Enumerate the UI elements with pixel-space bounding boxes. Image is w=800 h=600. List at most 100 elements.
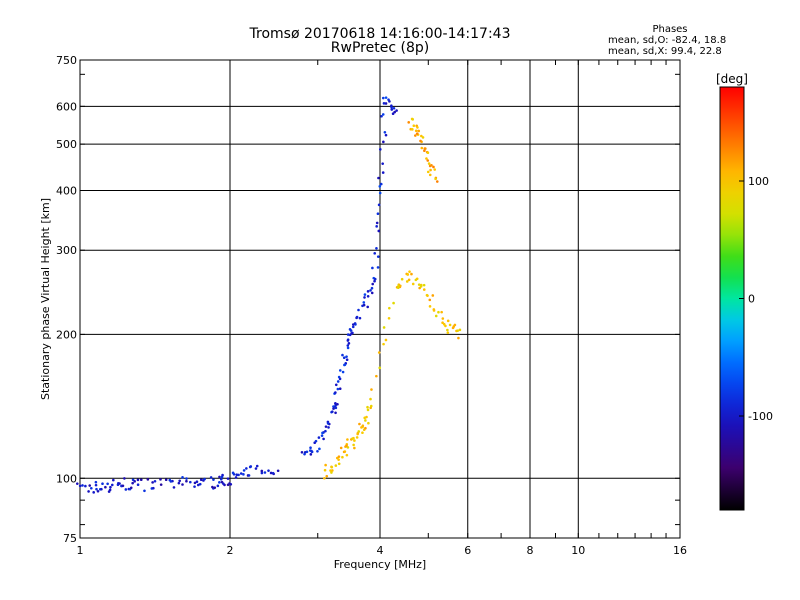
data-point bbox=[260, 471, 264, 475]
data-point bbox=[428, 164, 432, 168]
data-point bbox=[357, 308, 360, 312]
data-point bbox=[329, 469, 332, 472]
data-point bbox=[178, 479, 181, 483]
data-point bbox=[375, 246, 378, 250]
data-point bbox=[249, 465, 253, 468]
data-point bbox=[411, 128, 414, 131]
data-point bbox=[143, 489, 146, 493]
data-point bbox=[309, 446, 312, 450]
data-point bbox=[300, 450, 304, 454]
data-point bbox=[305, 450, 309, 454]
data-point bbox=[414, 134, 417, 137]
data-point bbox=[322, 437, 325, 441]
data-point bbox=[177, 481, 181, 485]
data-point bbox=[388, 100, 391, 103]
data-point bbox=[366, 290, 370, 293]
data-point bbox=[247, 474, 251, 477]
data-point bbox=[95, 487, 98, 491]
data-point bbox=[416, 126, 419, 129]
data-point bbox=[437, 310, 440, 314]
data-point bbox=[384, 133, 388, 137]
data-point bbox=[341, 353, 344, 357]
x-tick-label: 8 bbox=[527, 544, 534, 557]
phases-stats-o: mean, sd,O: -82.4, 18.8 bbox=[608, 35, 727, 46]
data-point bbox=[152, 486, 155, 490]
data-point bbox=[367, 421, 370, 425]
x-tick-label: 2 bbox=[227, 544, 234, 557]
data-point bbox=[446, 319, 450, 323]
data-point bbox=[414, 129, 418, 133]
data-point bbox=[169, 480, 173, 483]
data-point bbox=[369, 404, 373, 408]
data-point bbox=[338, 369, 342, 372]
y-tick-label: 400 bbox=[56, 184, 77, 197]
data-point bbox=[408, 270, 411, 273]
chart-title: Tromsø 20170618 14:16:00-14:17:43 bbox=[249, 26, 511, 42]
data-point bbox=[185, 477, 188, 480]
data-point bbox=[193, 485, 196, 488]
data-point bbox=[181, 483, 184, 486]
data-point bbox=[75, 482, 79, 485]
data-point bbox=[383, 131, 387, 134]
data-point bbox=[426, 159, 430, 162]
data-point bbox=[324, 463, 327, 467]
data-point bbox=[345, 355, 348, 358]
data-point bbox=[426, 170, 430, 174]
data-point bbox=[351, 325, 355, 329]
data-point bbox=[239, 472, 243, 475]
data-point bbox=[104, 485, 107, 489]
data-point bbox=[366, 295, 370, 298]
data-point bbox=[136, 483, 140, 487]
data-point bbox=[381, 162, 384, 165]
data-point bbox=[320, 434, 324, 437]
data-point bbox=[352, 443, 355, 447]
data-point bbox=[366, 405, 369, 409]
data-point bbox=[420, 146, 424, 150]
data-point bbox=[228, 482, 231, 485]
data-point bbox=[331, 410, 334, 413]
data-point bbox=[332, 407, 335, 410]
data-point bbox=[332, 405, 335, 408]
data-point bbox=[218, 481, 221, 484]
data-point bbox=[314, 439, 318, 443]
y-tick-label: 600 bbox=[56, 100, 77, 113]
data-point bbox=[110, 483, 114, 487]
data-point bbox=[345, 444, 348, 448]
data-point bbox=[231, 471, 235, 475]
data-point bbox=[196, 483, 200, 487]
data-point bbox=[377, 229, 381, 233]
data-point bbox=[325, 474, 329, 478]
data-point bbox=[428, 298, 432, 302]
data-point bbox=[382, 342, 385, 346]
data-point bbox=[375, 374, 378, 378]
data-point bbox=[363, 296, 366, 299]
data-point bbox=[448, 323, 452, 327]
data-point bbox=[451, 326, 455, 330]
data-point bbox=[376, 266, 380, 269]
data-point bbox=[446, 331, 450, 334]
data-point bbox=[378, 191, 382, 195]
data-point bbox=[337, 455, 341, 458]
data-point bbox=[381, 96, 385, 100]
colorbar-tick-label: 100 bbox=[748, 175, 769, 188]
data-point bbox=[106, 482, 109, 486]
data-point bbox=[377, 351, 381, 354]
data-point bbox=[189, 480, 192, 484]
data-point bbox=[377, 176, 380, 180]
data-point bbox=[361, 424, 365, 428]
data-point bbox=[336, 402, 339, 406]
data-point bbox=[375, 225, 378, 228]
data-point bbox=[422, 288, 426, 291]
data-point bbox=[133, 480, 136, 483]
data-point bbox=[382, 140, 385, 144]
x-tick-label: 1 bbox=[77, 544, 84, 557]
data-point bbox=[398, 284, 402, 288]
colorbar-label: [deg] bbox=[716, 72, 748, 86]
data-point bbox=[216, 484, 220, 488]
data-point bbox=[393, 110, 396, 114]
chart-subtitle: RwPretec (8p) bbox=[330, 40, 430, 56]
data-point bbox=[343, 450, 347, 453]
data-point bbox=[309, 453, 313, 456]
data-point bbox=[341, 455, 344, 459]
